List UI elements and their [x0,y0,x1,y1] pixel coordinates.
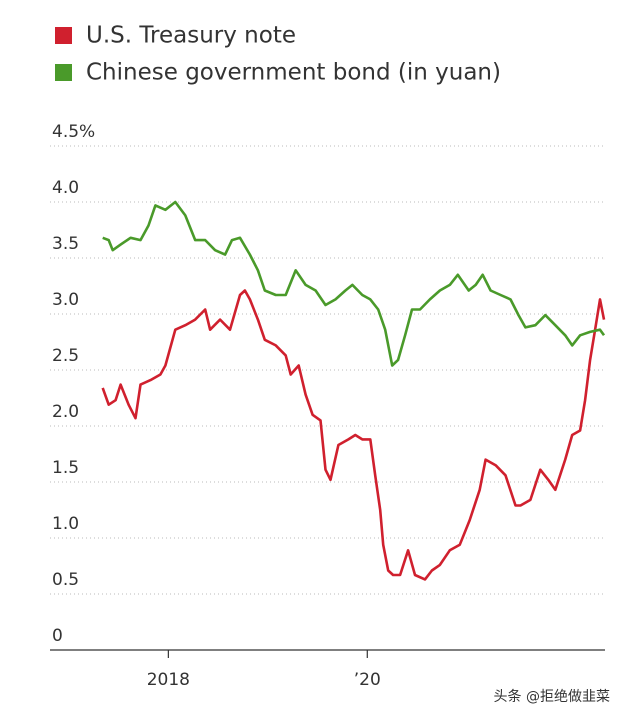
y-tick-label: 2.0 [52,402,79,422]
y-tick-label: 1.5 [52,458,79,478]
x-tick-label: 2018 [147,670,190,690]
y-tick-label: 0.5 [52,570,79,590]
legend-swatch [55,64,72,81]
y-tick-label: 2.5 [52,346,79,366]
y-tick-label: 4.0 [52,178,79,198]
series-line [102,200,606,367]
legend-label: U.S. Treasury note [86,23,296,49]
legend-swatch [55,27,72,44]
legend-label: Chinese government bond (in yuan) [86,60,501,86]
y-tick-label: 1.0 [52,514,79,534]
watermark: 头条 @拒绝做韭菜 [494,688,610,705]
y-tick-label: 4.5% [52,122,95,142]
y-tick-label: 3.0 [52,290,79,310]
y-tick-label: 3.5 [52,234,79,254]
x-tick-label: ’20 [354,670,381,690]
series-line [101,289,606,581]
y-tick-label: 0 [52,626,63,646]
